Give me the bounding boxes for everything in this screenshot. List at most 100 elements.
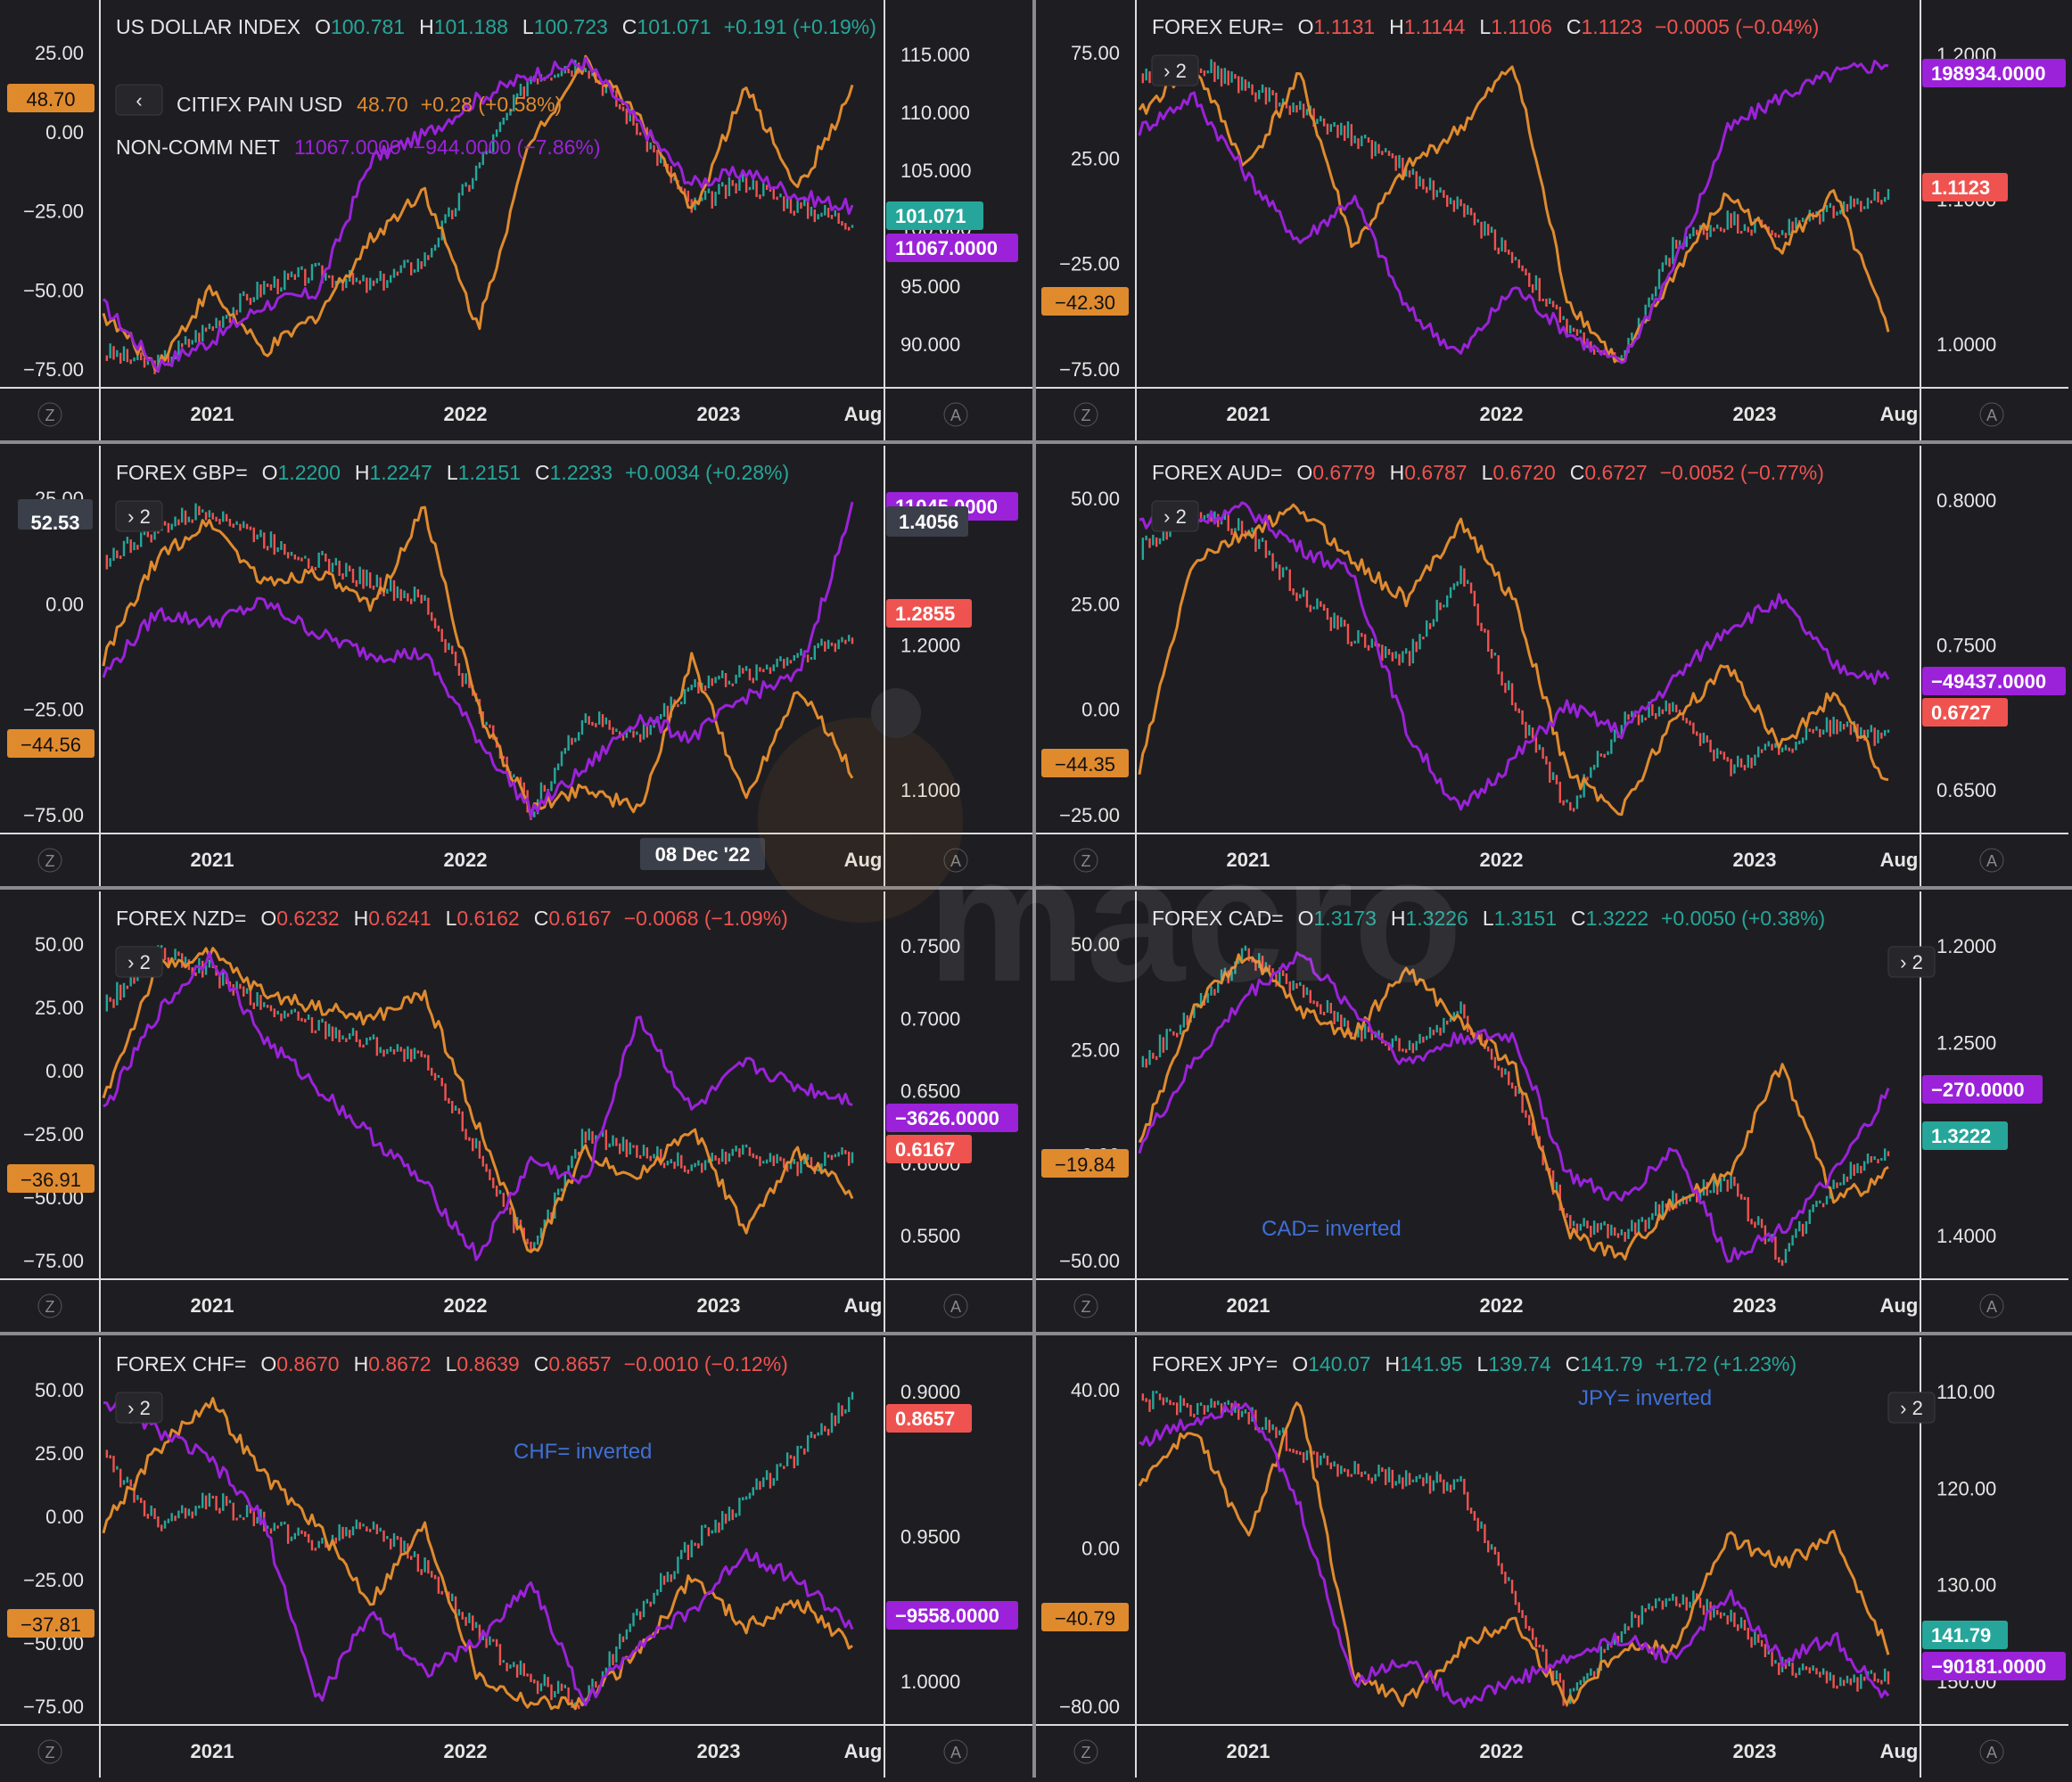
series-toggle-button[interactable]: › 2 [1151,500,1199,532]
right-value-badge [886,599,972,628]
scale-z-button[interactable] [1073,1293,1098,1318]
time-tick-label: 2023 [1733,1294,1777,1317]
series-toggle-button[interactable]: › 2 [115,500,163,532]
left-tick-label: 50.00 [1071,933,1120,956]
legend-change: −944.0000 (−7.86%) [414,135,601,159]
scale-a-button[interactable] [1979,848,2004,873]
time-tick-label: 2022 [1480,849,1524,871]
left-value-badge [7,729,95,758]
scale-a-button[interactable] [943,1293,968,1318]
crosshair-date-badge [640,838,765,870]
left-value-badge-label: −44.56 [21,734,81,756]
right-tick-label: 95.000 [900,275,960,298]
panel-aud: 50.00 25.00 0.00 −25.00 0.8000 0.7500 0.6500 20… [1036,446,2068,888]
series-toggle-button[interactable]: › 2 [115,1392,163,1424]
right-tick-label: 0.6500 [1936,779,1996,801]
toggle-button-label: › 2 [1163,60,1187,82]
toggle-button-bg[interactable] [1887,946,1936,978]
toggle-button-bg[interactable] [1151,54,1199,86]
noncomm-net-line [103,951,853,1261]
pain-index-line [1138,1401,1890,1708]
series-toggle-button[interactable]: › 2 [1151,54,1199,86]
pain-index-line [1138,60,1890,364]
scale-a-button[interactable] [943,848,968,873]
series-toggle-button[interactable]: › 2 [1887,946,1936,978]
scale-z-button[interactable] [37,1739,62,1764]
time-tick-label: 2021 [191,403,234,425]
time-tick-label: Aug [844,403,883,425]
right-value-badge [886,234,1018,262]
scale-z-button[interactable] [1073,848,1098,873]
left-tick-label: 0.00 [45,121,84,144]
panel-cad: 50.0025.000.00−50.001.20001.25001.35001.… [1036,891,2068,1334]
time-tick-label: Aug [1880,1740,1919,1762]
time-tick-label: 2021 [191,1740,234,1762]
panel-title-row: FOREX CAD= O1.3173 H1.3226 L1.3151 C1.3222 +0… [1152,907,1825,930]
series-toggle-button[interactable]: › 2 [1887,1392,1936,1424]
toggle-button-bg[interactable] [115,1392,163,1424]
plot-area [1138,501,1890,817]
left-tick-label: −25.00 [23,1569,84,1591]
right-value-badge [886,201,983,230]
right-tick-label: 1.2000 [1936,935,1996,957]
right-value-badge-label: 0.6167 [895,1138,955,1161]
ohlc-h-value: 141.95 [1400,1352,1462,1376]
toggle-button-bg[interactable] [115,84,163,116]
ohlc-h-label: H [355,461,370,484]
scale-z-button[interactable] [37,848,62,873]
right-value-badge-label: 141.79 [1931,1624,1991,1647]
legend-value: 48.70 [357,93,408,116]
ohlc-o-value: 0.8670 [276,1352,339,1376]
toggle-button-bg[interactable] [115,500,163,532]
ohlc-o-label: O [260,907,276,930]
scale-a-label: A [950,1298,961,1316]
right-value-badge [886,1601,1018,1630]
right-tick-label: 0.6500 [900,1080,960,1103]
scale-z-button[interactable] [37,1293,62,1318]
time-tick-label: 2021 [1227,403,1270,425]
right-value-badge [886,1404,972,1433]
right-tick-label: 0.7500 [900,935,960,957]
ohlc-l-label: L [1476,1352,1488,1376]
ohlc-l-value: 1.3151 [1494,907,1557,930]
left-tick-label: −25.00 [23,699,84,721]
left-value-badge [1041,1603,1129,1631]
left-tick-label: −25.00 [1059,253,1120,275]
ohlc-o-value: 1.1131 [1314,15,1376,38]
series-toggle-button[interactable]: ‹ [115,84,163,116]
scale-z-button[interactable] [37,402,62,427]
right-value-badge [1922,698,2008,727]
left-value-badge [1041,1149,1129,1178]
left-tick-label: −75.00 [23,1250,84,1272]
time-tick-label: 2022 [444,1294,488,1317]
scale-z-button[interactable] [1073,402,1098,427]
crosshair-left-badge [18,499,93,530]
scale-a-button[interactable] [1979,402,2004,427]
scale-a-button[interactable] [1979,1293,2004,1318]
scale-z-label: Z [1081,406,1091,424]
right-value-badge-label: 198934.0000 [1931,62,2045,85]
toggle-button-bg[interactable] [115,946,163,978]
right-tick-label: 110.000 [900,102,970,124]
series-toggle-button[interactable]: › 2 [115,946,163,978]
right-tick-label: 0.8000 [1936,489,1996,512]
toggle-button-bg[interactable] [1887,1392,1936,1424]
right-value-badge [1922,1121,2008,1150]
ohlc-o-value: 140.07 [1308,1352,1370,1376]
pain-index-line [102,947,854,1253]
scale-a-button[interactable] [943,1739,968,1764]
left-tick-label: −50.00 [23,279,84,301]
time-tick-label: 2021 [191,1294,234,1317]
panel-title-row: US DOLLAR INDEX O100.781 H101.188 L100.723 C… [116,15,876,38]
ohlc-o-value: 0.6232 [276,907,339,930]
time-tick-label: 2022 [444,849,488,871]
scale-z-button[interactable] [1073,1739,1098,1764]
pain-index-line [1138,503,1889,817]
right-tick-label: 1.4000 [1936,1225,1996,1247]
right-tick-label: 1.1000 [900,779,960,801]
toggle-button-bg[interactable] [1151,500,1199,532]
panel-title-row: FOREX CHF= O0.8670 H0.8672 L0.8639 C0.8657 −0… [116,1352,788,1376]
scale-a-button[interactable] [943,402,968,427]
scale-a-button[interactable] [1979,1739,2004,1764]
plot-area [102,501,854,820]
